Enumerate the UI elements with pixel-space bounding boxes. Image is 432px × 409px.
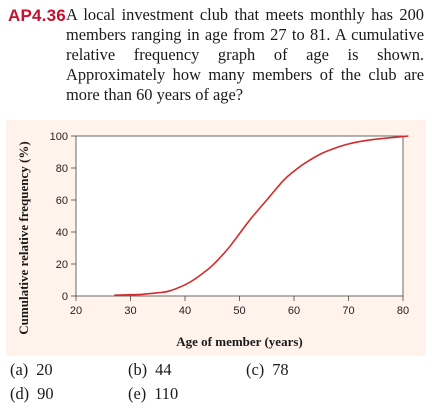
answer-choice-c[interactable]: (c) 78 bbox=[246, 360, 289, 380]
x-tick-label: 30 bbox=[124, 305, 136, 317]
question-text: A local investment club that meets month… bbox=[66, 5, 424, 104]
problem-number: AP4.36 bbox=[8, 6, 66, 25]
answer-choice-d[interactable]: (d) 90 bbox=[10, 384, 54, 404]
answer-letter: (c) bbox=[246, 360, 265, 379]
y-tick-label: 100 bbox=[50, 131, 68, 143]
answer-letter: (a) bbox=[10, 360, 29, 379]
series-line-0 bbox=[114, 135, 409, 296]
answer-choice-e[interactable]: (e) 110 bbox=[128, 384, 178, 404]
y-tick-label: 40 bbox=[56, 227, 68, 239]
x-tick-label: 80 bbox=[397, 305, 409, 317]
answer-choice-a[interactable]: (a) 20 bbox=[10, 360, 53, 380]
x-tick-label: 50 bbox=[233, 305, 245, 317]
answer-letter: (e) bbox=[128, 384, 147, 403]
y-axis-label: Cumulative relative frequency (%) bbox=[16, 141, 31, 334]
answer-letter: (d) bbox=[10, 384, 30, 403]
x-tick-label: 70 bbox=[342, 305, 354, 317]
answer-value: 20 bbox=[36, 360, 53, 379]
plot-area bbox=[75, 135, 404, 297]
answer-value: 90 bbox=[37, 384, 54, 403]
x-axis-label: Age of member (years) bbox=[176, 334, 302, 349]
answer-value: 78 bbox=[272, 360, 289, 379]
chart-panel: 20 30 40 50 60 70 80 0 20 40 60 80 100 Age of member … bbox=[6, 120, 426, 356]
y-tick-label: 20 bbox=[56, 259, 68, 271]
y-tick-label: 0 bbox=[62, 291, 68, 303]
x-tick-label: 40 bbox=[179, 305, 191, 317]
x-tick-label: 20 bbox=[70, 305, 82, 317]
answer-value: 110 bbox=[154, 384, 179, 403]
answer-value: 44 bbox=[155, 360, 172, 379]
x-tick-label: 60 bbox=[288, 305, 300, 317]
answer-choice-b[interactable]: (b) 44 bbox=[128, 360, 172, 380]
y-tick-label: 80 bbox=[56, 163, 68, 175]
y-tick-label: 60 bbox=[56, 195, 68, 207]
answer-letter: (b) bbox=[128, 360, 148, 379]
